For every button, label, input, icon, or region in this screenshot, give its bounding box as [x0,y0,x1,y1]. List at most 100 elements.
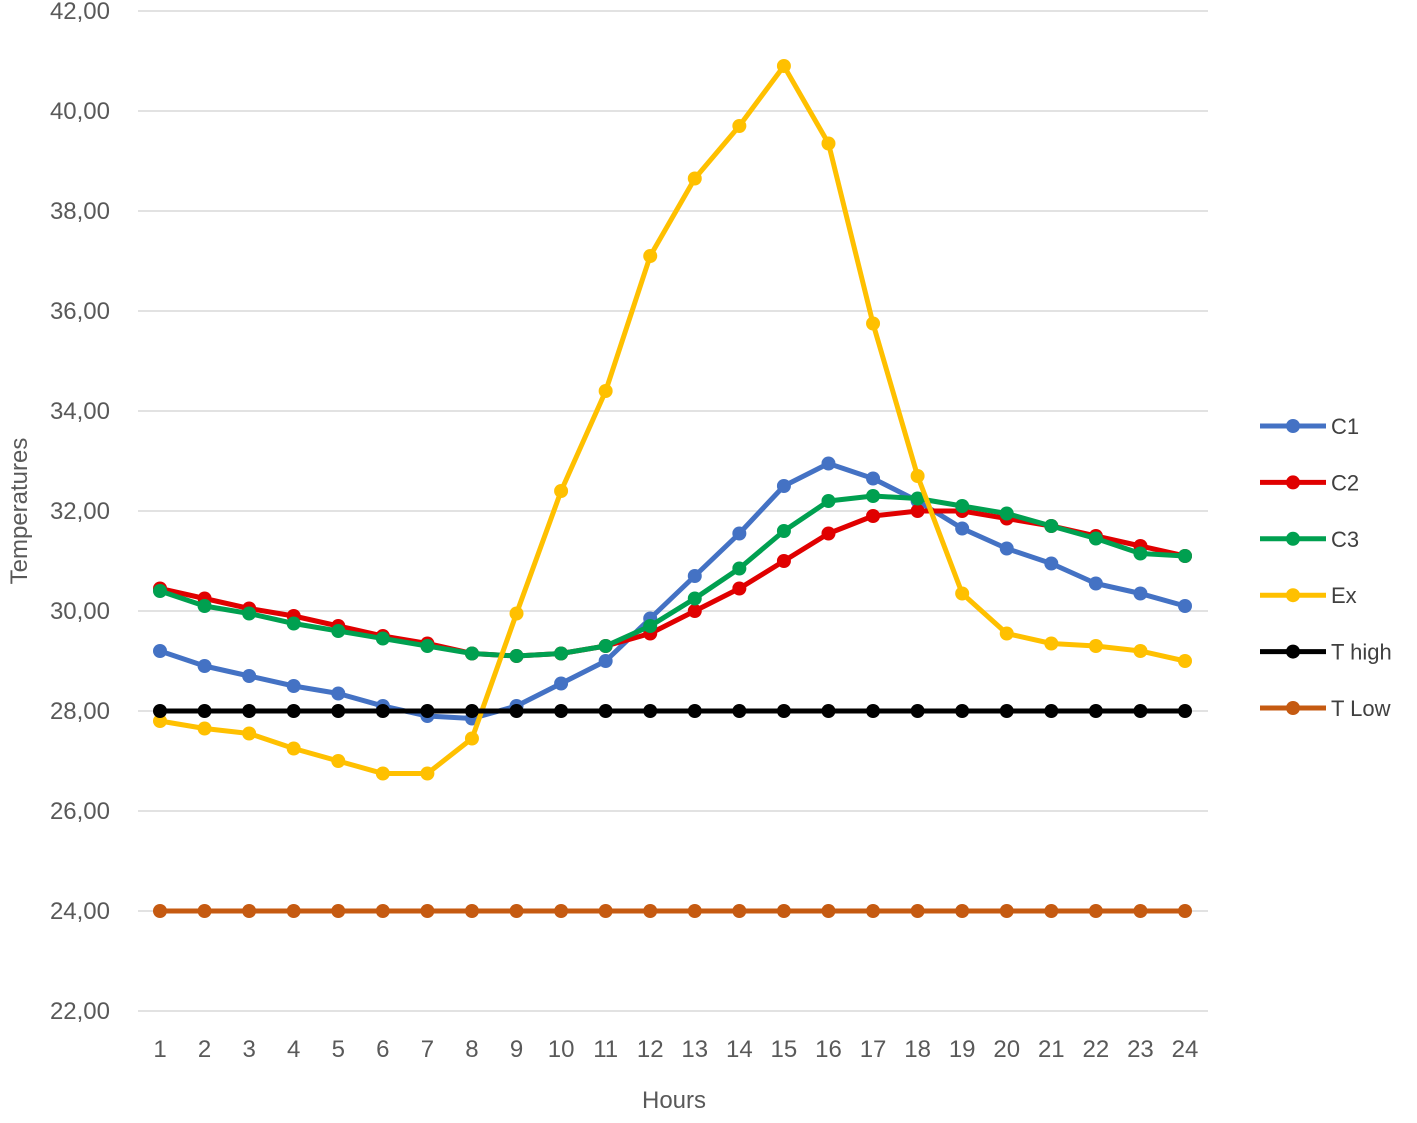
data-point [464,704,479,718]
x-axis-ticks: 1 2 3 4 5 6 7 8 9 10 11 12 13 14 15 16 17 18 19 20 21 22 23 24 [153,1036,1198,1063]
data-point [1178,704,1192,718]
data-point [776,904,791,918]
data-point [554,704,569,718]
legend-label: C2 [1331,470,1359,495]
data-point [910,469,925,483]
series-c3 [153,489,1192,663]
data-point [286,704,301,718]
data-point [999,541,1014,556]
series-c1 [153,456,1192,726]
data-point [598,904,613,918]
data-point [821,704,836,718]
data-point [1133,546,1148,561]
legend-item: C3 [1260,527,1359,552]
data-point [910,904,925,918]
x-tick-label: 3 [242,1036,255,1063]
data-point [153,714,167,728]
x-tick-label: 7 [421,1036,434,1063]
data-point [1133,704,1148,718]
data-point [1044,704,1059,718]
x-tick-label: 9 [510,1036,523,1063]
x-tick-label: 20 [993,1036,1020,1063]
x-tick-label: 18 [904,1036,931,1063]
data-point [598,704,613,718]
data-point [464,904,479,918]
data-point [375,704,390,718]
x-tick-label: 5 [332,1036,345,1063]
data-point [999,704,1014,718]
data-point [1088,639,1103,653]
data-point [286,904,301,918]
data-point [509,704,524,718]
data-point [1044,636,1059,651]
data-point [1044,904,1059,918]
data-point [776,524,791,538]
data-point [821,136,836,151]
y-tick-label: 26,00 [50,798,110,825]
data-point [242,669,257,683]
data-point [732,526,747,541]
data-point [687,904,702,918]
data-point [464,646,479,661]
data-point [554,646,569,661]
data-point [331,704,346,718]
legend-label: T high [1331,640,1392,665]
y-tick-label: 36,00 [50,298,110,325]
legend-item: Ex [1260,583,1357,608]
series-ex [153,59,1192,781]
legend-label: C3 [1331,527,1359,552]
data-point [999,506,1014,521]
data-point [598,654,613,668]
data-point [866,489,881,503]
y-tick-label: 42,00 [50,0,110,25]
data-point [687,591,702,606]
data-point [420,766,435,781]
data-point [598,639,613,653]
data-point [732,119,747,133]
data-point [242,904,257,918]
x-tick-label: 14 [726,1036,753,1063]
data-point [464,731,479,746]
data-point [509,606,524,621]
series-t-low [153,904,1192,918]
legend-swatch-marker [1286,419,1300,433]
x-tick-label: 10 [548,1036,575,1063]
y-tick-label: 28,00 [50,698,110,725]
x-tick-label: 13 [681,1036,708,1063]
data-point [286,679,301,693]
data-point [554,676,569,691]
data-point [286,741,301,756]
series-line [157,63,1188,776]
legend-swatch-marker [1286,644,1300,659]
data-point [910,704,925,718]
x-tick-label: 4 [287,1036,300,1063]
data-point [866,316,881,331]
grid-layer [138,10,1208,1012]
data-point [687,171,702,186]
data-point [687,704,702,718]
legend: C1 C2 C3 Ex T high T Low [1260,414,1392,721]
data-point [910,504,925,518]
x-tick-label: 6 [376,1036,389,1063]
y-tick-label: 32,00 [50,498,110,525]
data-point [153,704,167,718]
data-point [153,904,167,918]
y-tick-label: 24,00 [50,898,110,925]
data-point [331,904,346,918]
x-axis-title: Hours [642,1087,706,1114]
data-point [153,644,167,658]
legend-item: T Low [1260,696,1391,721]
x-tick-label: 17 [860,1036,887,1063]
y-axis-ticks: 22,00 24,00 26,00 28,00 30,00 32,00 34,00 36,00… [50,0,110,1025]
data-point [955,521,970,536]
data-point [1178,599,1192,613]
x-tick-label: 11 [593,1036,618,1063]
x-tick-label: 21 [1038,1036,1065,1063]
legend-swatch-marker [1286,588,1300,603]
data-point [420,704,435,718]
data-point [1044,519,1059,533]
x-tick-label: 24 [1172,1036,1199,1063]
data-point [687,569,702,583]
legend-item: T high [1260,640,1392,665]
legend-swatch-marker [1286,701,1300,715]
